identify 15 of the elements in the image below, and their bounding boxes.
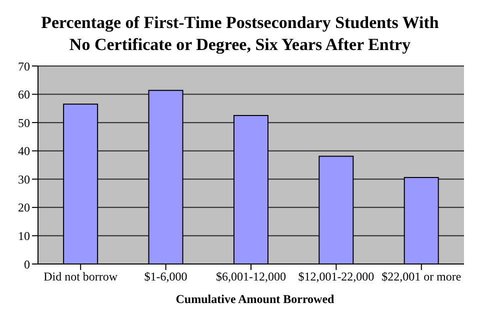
y-tick-label: 30	[18, 172, 30, 186]
x-tick-label: $6,001-12,000	[216, 270, 286, 284]
x-tick-label: $12,001-22,000	[298, 270, 374, 284]
y-tick-label: 50	[18, 116, 30, 130]
y-tick-label: 40	[18, 144, 30, 158]
y-tick-label: 60	[18, 88, 30, 102]
chart-title: Percentage of First-Time Postsecondary Students With No Certificate or Degree, Six Years After Entry	[40, 12, 440, 56]
y-tick-label: 0	[24, 257, 30, 272]
x-tick-label: $22,001 or more	[382, 270, 462, 284]
x-tick-label: $1-6,000	[144, 270, 188, 284]
x-axis-title: Cumulative Amount Borrowed	[174, 292, 336, 307]
y-tick-label: 10	[18, 228, 30, 243]
y-tick-label: 70	[18, 59, 30, 74]
x-tick-label: Did not borrow	[44, 270, 118, 284]
y-tick-label: 20	[18, 200, 30, 215]
